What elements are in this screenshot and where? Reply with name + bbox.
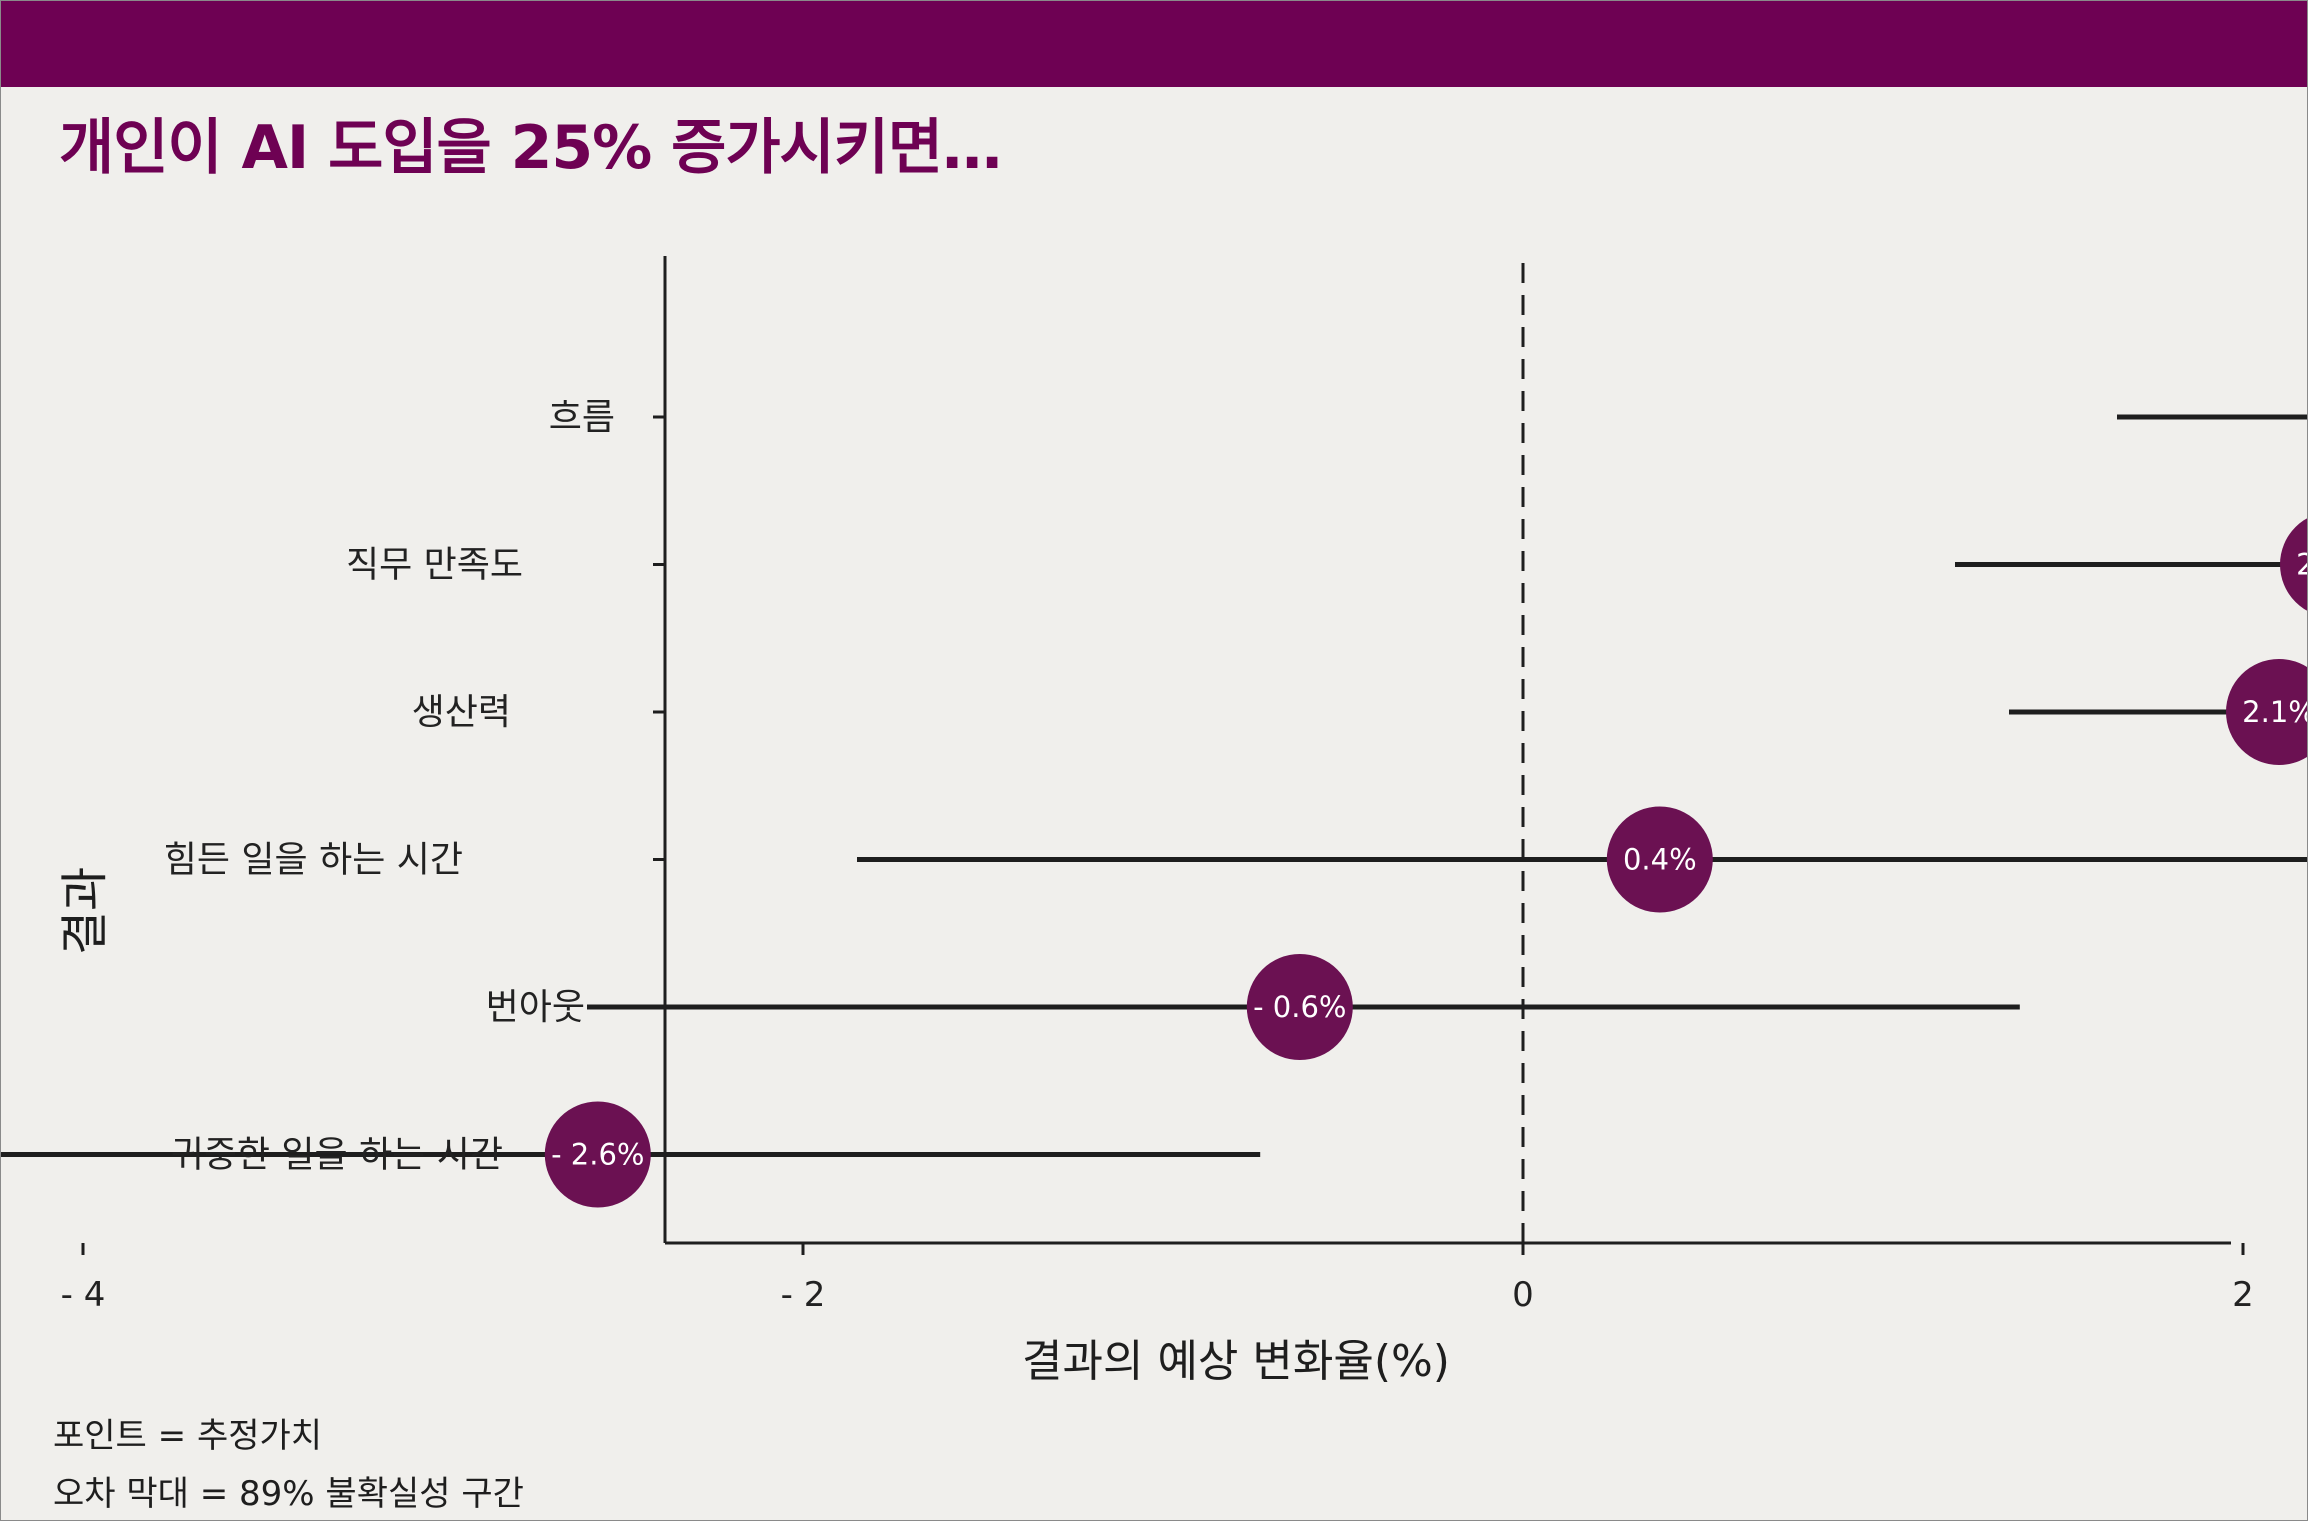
error-bar-note: 오차 막대 = 89% 불확실성 구간: [53, 1474, 524, 1514]
y-axis-title: 결과: [57, 867, 113, 955]
value-label: 0.4%: [1623, 843, 1697, 877]
estimate-point: [1246, 954, 1353, 1060]
chart-title: 개인이 AI 도입을 25% 증가시키면…: [59, 113, 1002, 183]
point-note: 포인트 = 추정가치: [53, 1416, 323, 1456]
estimate-point: [544, 1101, 651, 1208]
estimate-point: [2226, 659, 2307, 765]
category-label: 힘든 일을 하는 시간: [164, 840, 463, 881]
chart-notes: 포인트 = 추정가치 오차 막대 = 89% 불확실성 구간: [53, 1407, 524, 1520]
estimate-point: [1606, 806, 1713, 913]
axes-layer: [81, 256, 2245, 1255]
x-tick-label: 2: [2232, 1275, 2254, 1315]
estimate-point: [2280, 518, 2307, 611]
value-label: 2.2%: [2296, 548, 2307, 582]
category-label: 번아웃: [486, 987, 585, 1028]
x-tick-label: 0: [1512, 1275, 1534, 1315]
category-label: 생산력: [412, 692, 511, 733]
x-tick-label: - 4: [61, 1275, 106, 1315]
value-label: - 0.6%: [1253, 990, 1346, 1024]
category-label: 귀중한 일을 하는 시간: [171, 1135, 503, 1176]
value-label: - 2.6%: [551, 1138, 644, 1172]
x-axis-title: 결과의 예상 변화율(%): [1022, 1336, 1450, 1387]
top-color-bar: [1, 1, 2307, 87]
category-label: 흐름: [549, 397, 615, 438]
category-label: 직무 만족도: [346, 545, 523, 586]
marks-layer: [1, 414, 2307, 1208]
x-tick-label: - 2: [781, 1275, 826, 1315]
value-label: 2.1%: [2242, 695, 2307, 729]
